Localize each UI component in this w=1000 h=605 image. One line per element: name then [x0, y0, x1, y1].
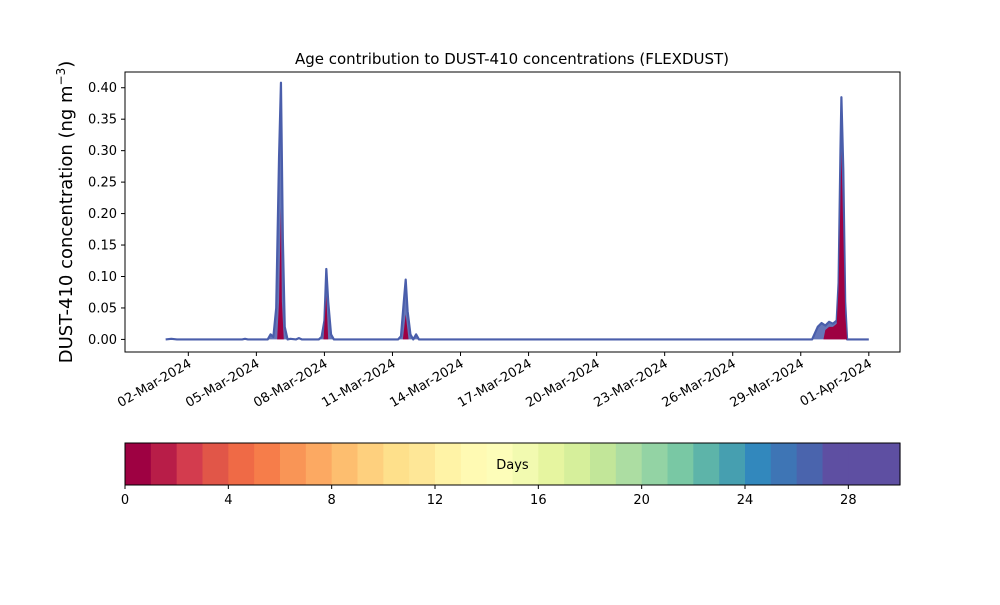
- colorbar-swatch: [228, 443, 255, 485]
- colorbar-swatch: [486, 443, 514, 485]
- colorbar-swatch: [641, 443, 669, 485]
- y-tick-label: 0.15: [88, 239, 117, 254]
- colorbar-swatch: [667, 443, 694, 485]
- y-axis-label-superscript: −3: [54, 68, 68, 86]
- y-tick-label: 0.10: [88, 270, 117, 285]
- y-axis-label-close: ): [56, 61, 77, 68]
- colorbar-swatch: [125, 443, 152, 485]
- colorbar-tick-label: 20: [633, 493, 650, 508]
- colorbar-swatch: [848, 443, 875, 485]
- y-tick-label: 0.30: [88, 144, 117, 159]
- colorbar-swatch: [615, 443, 643, 485]
- y-tick-label: 0.00: [88, 333, 117, 348]
- colorbar-swatch: [719, 443, 746, 485]
- colorbar-tick-label: 24: [737, 493, 754, 508]
- colorbar-swatch: [590, 443, 617, 485]
- colorbar-swatch: [512, 443, 539, 485]
- x-tick-label: 01-Apr-2024: [798, 356, 875, 409]
- colorbar-swatch: [460, 443, 488, 485]
- colorbar-swatch: [770, 443, 798, 485]
- colorbar-tick-label: 0: [121, 493, 129, 508]
- x-axis: 02-Mar-202405-Mar-202408-Mar-202411-Mar-…: [115, 352, 875, 411]
- colorbar-tick-label: 28: [840, 493, 857, 508]
- colorbar-swatch: [357, 443, 384, 485]
- colorbar-swatch: [331, 443, 359, 485]
- colorbar-swatch: [435, 443, 462, 485]
- colorbar-tick-label: 4: [224, 493, 232, 508]
- x-tick-label: 20-Mar-2024: [523, 356, 602, 410]
- plot-area: [124, 71, 901, 353]
- colorbar-label: Days: [496, 458, 529, 473]
- x-tick-label: 23-Mar-2024: [592, 356, 671, 410]
- y-axis-label: DUST-410 concentration (ng m−3): [54, 61, 77, 364]
- chart-title: Age contribution to DUST-410 concentrati…: [295, 50, 729, 68]
- colorbar-swatch: [745, 443, 772, 485]
- colorbar-swatch: [176, 443, 204, 485]
- colorbar-swatch: [822, 443, 849, 485]
- x-tick-label: 29-Mar-2024: [728, 356, 807, 410]
- colorbar-swatch: [383, 443, 410, 485]
- x-tick-label: 11-Mar-2024: [319, 356, 398, 410]
- y-tick-label: 0.35: [88, 113, 117, 128]
- colorbar-swatch: [254, 443, 281, 485]
- x-tick-label: 14-Mar-2024: [387, 356, 466, 410]
- colorbar-swatch: [280, 443, 307, 485]
- colorbar: Days 0 4 8 12 16 20 24 28: [121, 442, 901, 508]
- colorbar-swatch: [693, 443, 720, 485]
- colorbar-swatch: [202, 443, 229, 485]
- colorbar-frame: [124, 442, 901, 486]
- plot-frame: [124, 71, 901, 353]
- x-tick-label: 05-Mar-2024: [183, 356, 262, 410]
- y-tick-label: 0.25: [88, 176, 117, 191]
- series-line-total: [165, 81, 869, 341]
- colorbar-tick-label: 12: [427, 493, 444, 508]
- colorbar-swatch: [409, 443, 436, 485]
- x-tick-label: 02-Mar-2024: [115, 356, 194, 410]
- colorbar-swatch: [564, 443, 591, 485]
- x-tick-label: 26-Mar-2024: [660, 356, 739, 410]
- colorbar-swatch: [150, 443, 178, 485]
- colorbar-swatch: [796, 443, 824, 485]
- y-axis-label-text: DUST-410 concentration (ng m: [56, 85, 77, 363]
- colorbar-swatch: [305, 443, 333, 485]
- y-tick-label: 0.05: [88, 301, 117, 316]
- x-tick-label: 08-Mar-2024: [251, 356, 330, 410]
- colorbar-swatch: [874, 443, 901, 485]
- y-tick-label: 0.20: [88, 207, 117, 222]
- x-tick-label: 17-Mar-2024: [455, 356, 534, 410]
- colorbar-swatch: [538, 443, 565, 485]
- colorbar-tick-label: 16: [530, 493, 547, 508]
- plot-background: [125, 72, 900, 352]
- y-axis: 0.00 0.05 0.10 0.15 0.20 0.25 0.30 0.35 0.40: [88, 81, 125, 348]
- colorbar-tick-label: 8: [328, 493, 336, 508]
- y-tick-label: 0.40: [88, 81, 117, 96]
